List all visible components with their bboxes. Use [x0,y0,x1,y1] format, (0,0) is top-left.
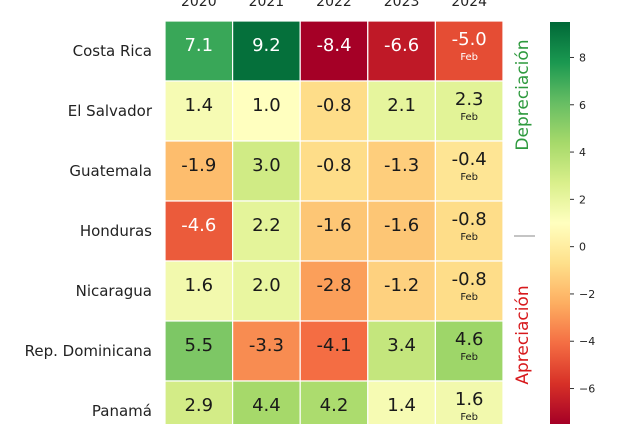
cell-value: 7.1 [184,35,213,56]
cell-value: 1.6 [455,389,484,410]
cell-note: Feb [460,172,478,183]
cell-value: 2.3 [455,89,484,110]
heatmap-cell [367,140,436,202]
heatmap-cell [434,380,504,424]
year-label-2023: 2023 [384,0,420,10]
heatmap-cell [164,380,234,424]
cell-value: -8.4 [316,35,351,56]
year-labels: 2020 2021 2022 2023 2024 [181,0,487,10]
heatmap-cell [367,320,436,382]
heatmap-cell [299,200,369,262]
cell-note: Feb [460,352,478,363]
cell-value: -0.8 [316,155,351,176]
cell-value: -6.6 [384,35,419,56]
cell-value: -2.8 [316,275,351,296]
cell-value: 2.9 [184,395,213,416]
cell-value: -1.9 [181,155,216,176]
colorbar-tick-label: −2 [579,288,595,301]
colorbar-tick-label: 2 [579,193,586,206]
cell-note: Feb [460,52,478,63]
colorbar-tick-label: −4 [579,335,595,348]
cell-value: 5.5 [184,335,213,356]
row-label: Rep. Dominicana [25,342,152,360]
cell-value: 1.4 [184,95,213,116]
heatmap-cell [434,260,504,322]
heatmap-cell [164,260,234,322]
heatmap-cell [367,380,436,424]
cell-value: -4.1 [316,335,351,356]
heatmap-cell [299,80,369,142]
cell-note: Feb [460,232,478,243]
cell-value: 9.2 [252,35,281,56]
cell-value: -0.8 [452,209,487,230]
row-label: Panamá [92,402,152,420]
cell-value: 1.0 [252,95,281,116]
colorbar-scale [550,22,570,424]
cell-note: Feb [460,292,478,303]
cell-note: Feb [460,412,478,423]
apreciacion-label: Apreciación [513,285,533,384]
heatmap-cell [434,320,504,382]
depreciacion-label: Depreciación [513,39,533,150]
heatmap-cell [434,200,504,262]
colorbar-tick-label: −6 [579,383,595,396]
cell-value: 1.4 [387,395,416,416]
heatmap-cell [164,20,234,82]
year-label-2020: 2020 [181,0,217,10]
colorbar-tick-label: 4 [579,146,586,159]
cell-value: 3.0 [252,155,281,176]
colorbar-tick-label: 6 [579,99,586,112]
row-label: Nicaragua [76,282,152,300]
heatmap-cell [434,80,504,142]
heatmap-cell [232,140,301,202]
colorbar: −6 −4 −2 0 2 4 6 8 [550,22,595,424]
heatmap-cell [232,320,301,382]
cell-value: 4.6 [455,329,484,350]
year-label-2021: 2021 [249,0,285,10]
cell-value: 1.6 [184,275,213,296]
cell-value: -1.6 [316,215,351,236]
heatmap-cell [164,80,234,142]
heatmap-cell [299,20,369,82]
heatmap-cell [232,200,301,262]
side-labels: Depreciación Apreciación [513,39,535,385]
cell-value: 2.0 [252,275,281,296]
colorbar-tick-label: 8 [579,51,586,64]
heatmap-cell [299,320,369,382]
year-label-2022: 2022 [316,0,352,10]
row-label: El Salvador [68,102,153,120]
cell-value: -0.4 [452,149,487,170]
colorbar-tick-label: 0 [579,241,586,254]
cell-value: -5.0 [452,29,487,50]
heatmap-cell [299,380,369,424]
cell-value: -1.2 [384,275,419,296]
heatmap-cell [164,200,234,262]
row-label: Costa Rica [73,42,152,60]
cell-value: -0.8 [452,269,487,290]
heatmap-cells: 7.1 9.2 -8.4 -6.6 -5.0 Feb 1.4 1.0 -0.8 2.1 2.3 Feb… [164,20,504,424]
year-label-2024: 2024 [451,0,487,10]
cell-value: 3.4 [387,335,416,356]
cell-value: -1.6 [384,215,419,236]
cell-value: -4.6 [181,215,216,236]
cell-value: 2.2 [252,215,281,236]
heatmap-cell [232,260,301,322]
row-label: Honduras [80,222,152,240]
heatmap-cell [232,20,301,82]
heatmap-cell [367,200,436,262]
row-labels: Costa Rica El Salvador Guatemala Honduras Ni… [25,42,153,420]
cell-value: -1.3 [384,155,419,176]
cell-value: -0.8 [316,95,351,116]
cell-value: 4.4 [252,395,281,416]
cell-value: -3.3 [249,335,284,356]
row-label: Guatemala [69,162,152,180]
heatmap-cell [299,260,369,322]
cell-value: 4.2 [320,395,349,416]
cell-value: 2.1 [387,95,416,116]
cell-note: Feb [460,112,478,123]
